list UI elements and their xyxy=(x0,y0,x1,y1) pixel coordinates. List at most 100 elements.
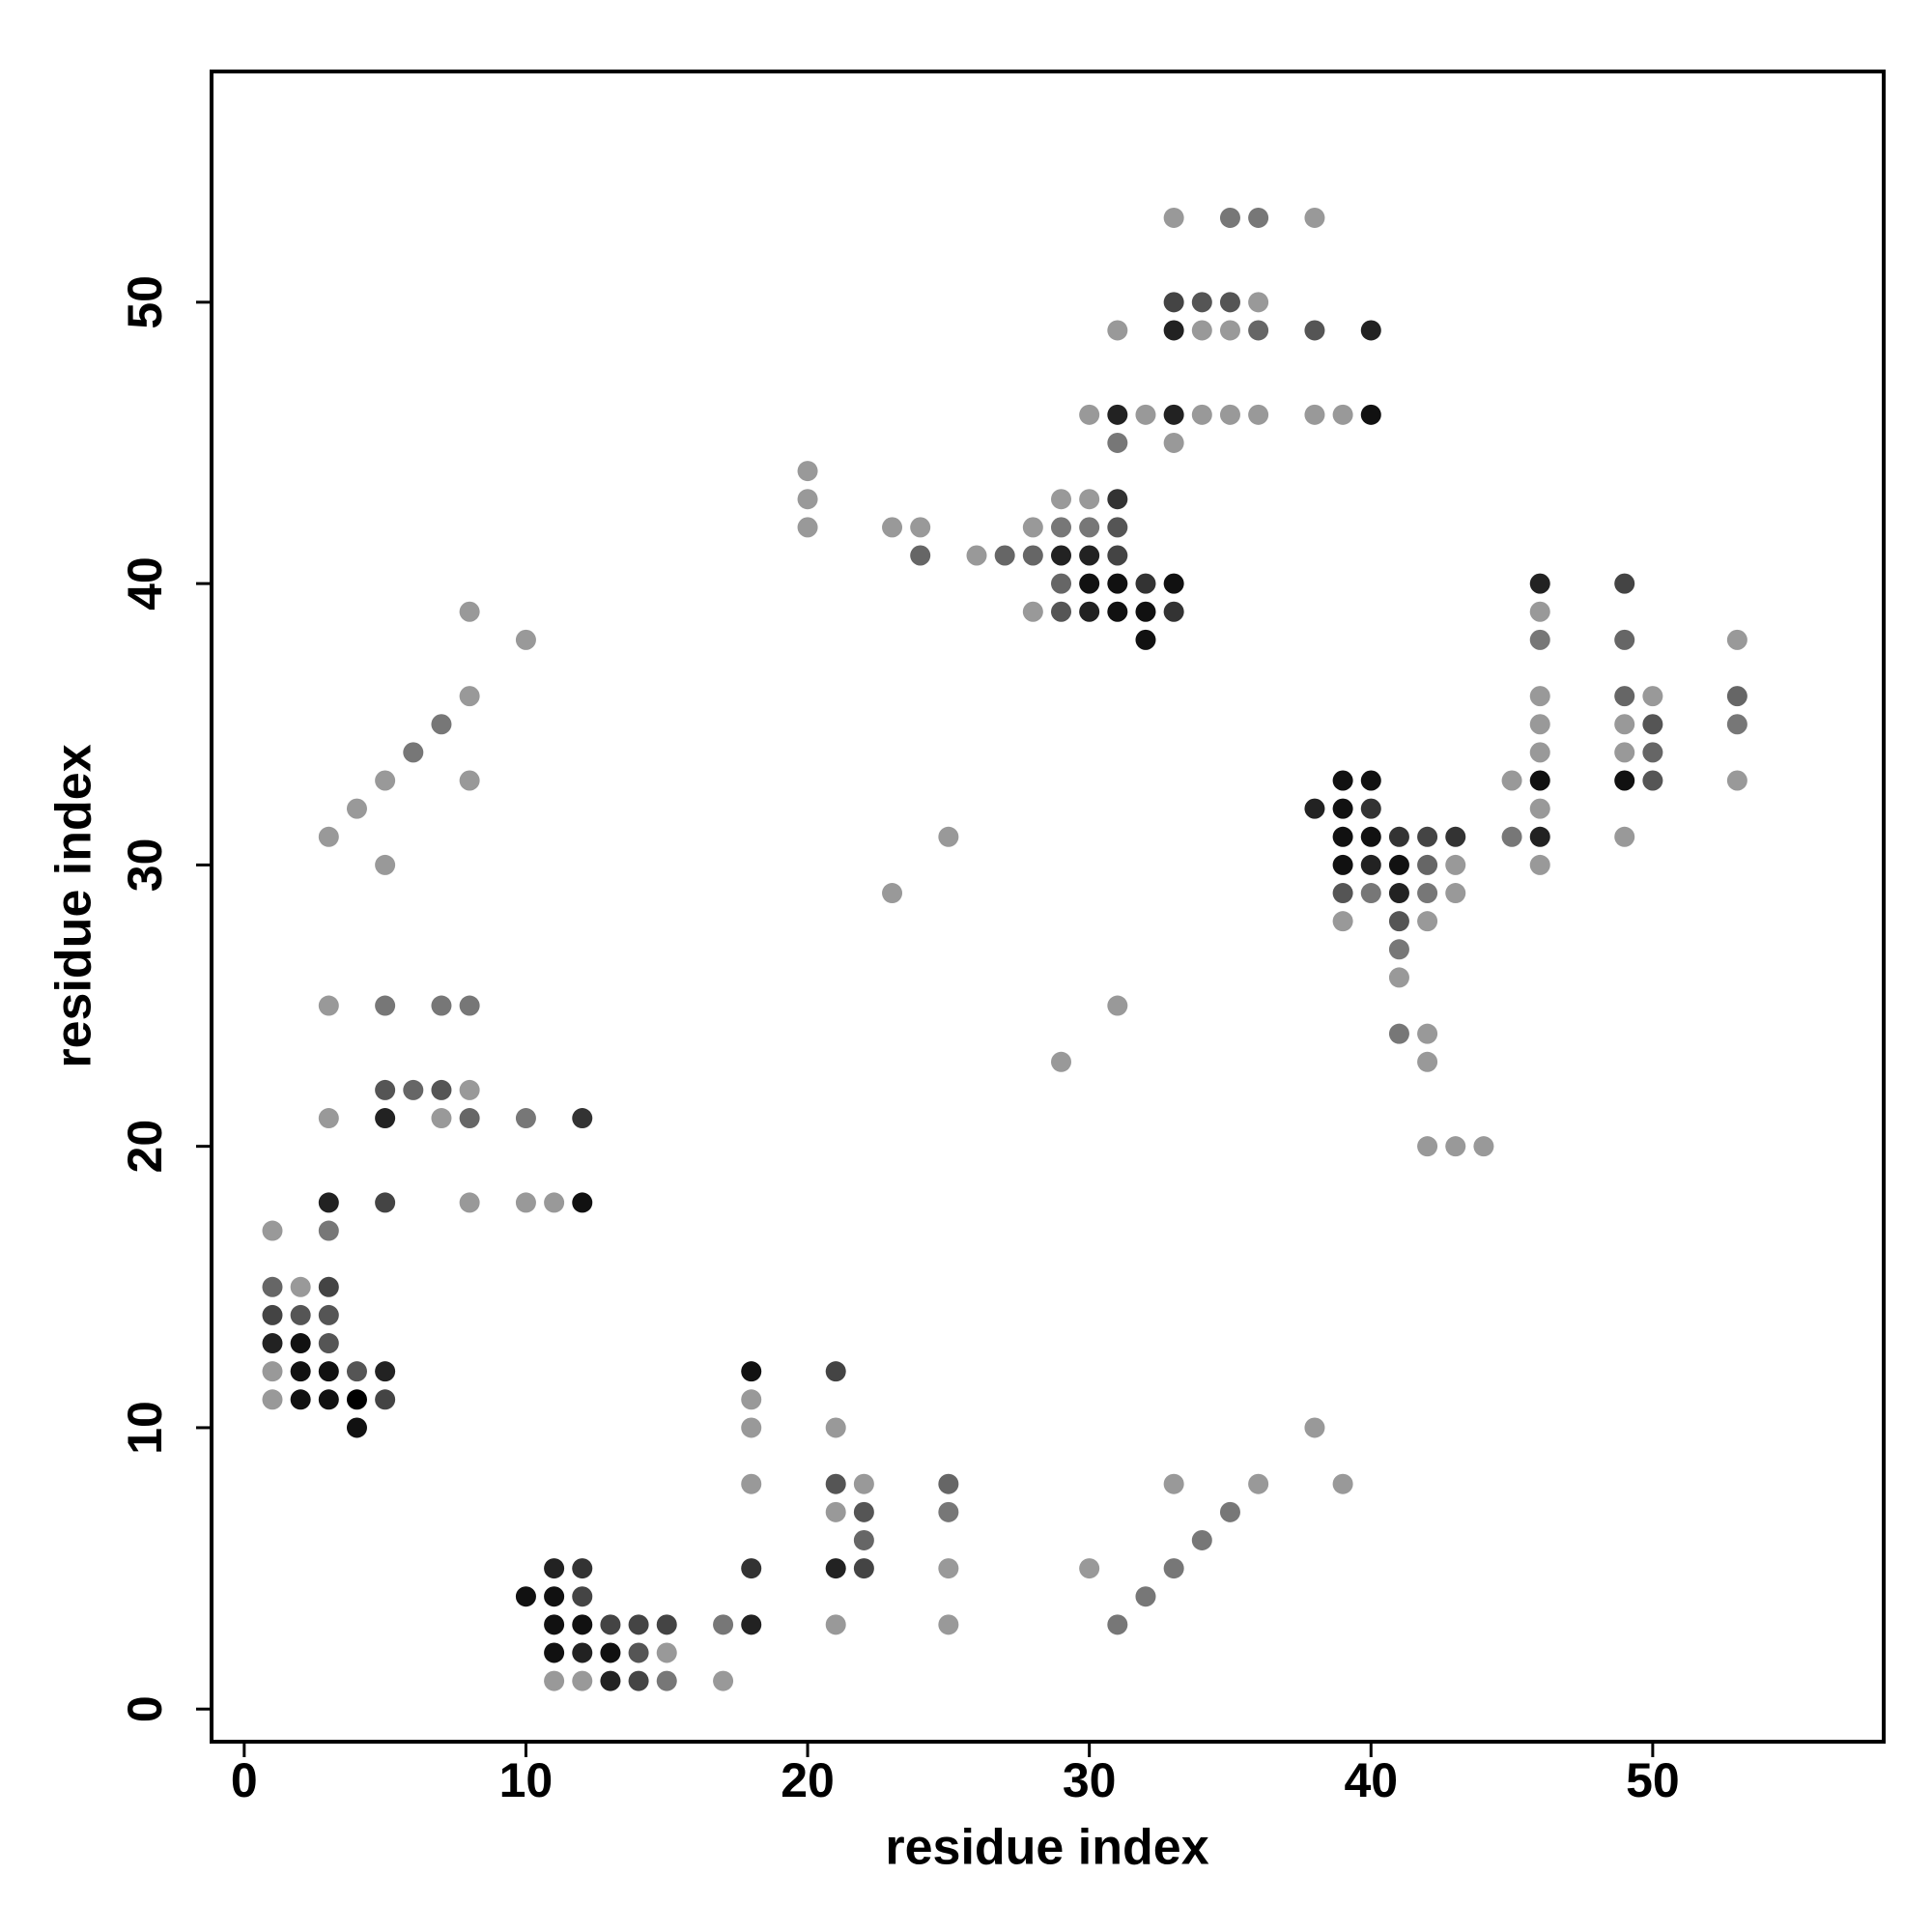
point xyxy=(262,1304,283,1325)
point xyxy=(656,1642,677,1663)
point xyxy=(1529,573,1550,594)
point xyxy=(1726,714,1747,735)
point xyxy=(797,517,818,538)
point xyxy=(1191,1529,1212,1550)
point xyxy=(713,1614,734,1635)
point xyxy=(741,1558,762,1579)
point xyxy=(431,995,452,1016)
point xyxy=(459,1079,480,1100)
point xyxy=(1529,854,1550,875)
point xyxy=(882,883,903,904)
point xyxy=(741,1361,762,1382)
point xyxy=(1417,883,1438,904)
point xyxy=(262,1220,283,1241)
point xyxy=(1107,545,1128,566)
point xyxy=(938,1501,959,1522)
point xyxy=(318,1333,339,1354)
point xyxy=(544,1642,565,1663)
point xyxy=(1529,742,1550,763)
point xyxy=(515,1192,536,1213)
point xyxy=(290,1304,311,1325)
point xyxy=(1163,1473,1184,1494)
point xyxy=(825,1501,846,1522)
point xyxy=(431,1079,452,1100)
point xyxy=(938,1558,959,1579)
point xyxy=(1332,770,1353,791)
point xyxy=(1529,770,1550,791)
point xyxy=(346,1361,367,1382)
point xyxy=(1360,826,1381,847)
point xyxy=(1642,742,1663,763)
x-tick-label: 40 xyxy=(1344,1753,1398,1807)
point xyxy=(431,1108,452,1129)
point xyxy=(1248,404,1269,425)
point xyxy=(910,517,931,538)
point xyxy=(1304,1417,1325,1438)
point xyxy=(1501,826,1522,847)
point xyxy=(459,1108,480,1129)
point xyxy=(1107,995,1128,1016)
point xyxy=(572,1586,593,1607)
point xyxy=(1529,601,1550,622)
point xyxy=(797,461,818,482)
point xyxy=(825,1473,846,1494)
point xyxy=(1219,404,1240,425)
point xyxy=(1445,854,1466,875)
point xyxy=(318,995,339,1016)
point xyxy=(1248,207,1269,228)
point xyxy=(1135,601,1156,622)
point xyxy=(1163,207,1184,228)
point xyxy=(515,1108,536,1129)
point xyxy=(262,1276,283,1297)
point xyxy=(1079,573,1100,594)
point xyxy=(1107,573,1128,594)
point xyxy=(1726,686,1747,707)
point xyxy=(459,601,480,622)
point xyxy=(459,686,480,707)
point xyxy=(600,1642,621,1663)
point xyxy=(1332,854,1353,875)
y-tick-label: 40 xyxy=(118,556,172,611)
point xyxy=(1388,1023,1409,1044)
point xyxy=(1642,714,1663,735)
point xyxy=(1304,404,1325,425)
point xyxy=(1614,770,1635,791)
point xyxy=(262,1333,283,1354)
point xyxy=(656,1670,677,1691)
point xyxy=(1332,798,1353,819)
point xyxy=(375,770,396,791)
x-axis-title: residue index xyxy=(885,1820,1208,1876)
point xyxy=(1163,1558,1184,1579)
point xyxy=(910,545,931,566)
point xyxy=(318,826,339,847)
point xyxy=(1248,320,1269,341)
point xyxy=(572,1614,593,1635)
point xyxy=(1614,686,1635,707)
point xyxy=(1163,601,1184,622)
point xyxy=(544,1558,565,1579)
point xyxy=(938,826,959,847)
point xyxy=(1332,883,1353,904)
point xyxy=(375,1192,396,1213)
y-tick-label: 20 xyxy=(118,1120,172,1174)
point xyxy=(1219,292,1240,313)
point xyxy=(1163,432,1184,453)
point xyxy=(1107,404,1128,425)
point xyxy=(1022,517,1043,538)
point xyxy=(882,517,903,538)
point xyxy=(1529,714,1550,735)
point xyxy=(1050,601,1071,622)
point xyxy=(459,1192,480,1213)
point xyxy=(1529,686,1550,707)
point xyxy=(1614,742,1635,763)
point xyxy=(544,1614,565,1635)
point xyxy=(1445,883,1466,904)
point xyxy=(544,1670,565,1691)
point xyxy=(797,489,818,510)
point xyxy=(994,545,1015,566)
point xyxy=(290,1361,311,1382)
x-tick-label: 30 xyxy=(1063,1753,1117,1807)
point xyxy=(1050,573,1071,594)
point xyxy=(1163,320,1184,341)
point xyxy=(1417,1023,1438,1044)
